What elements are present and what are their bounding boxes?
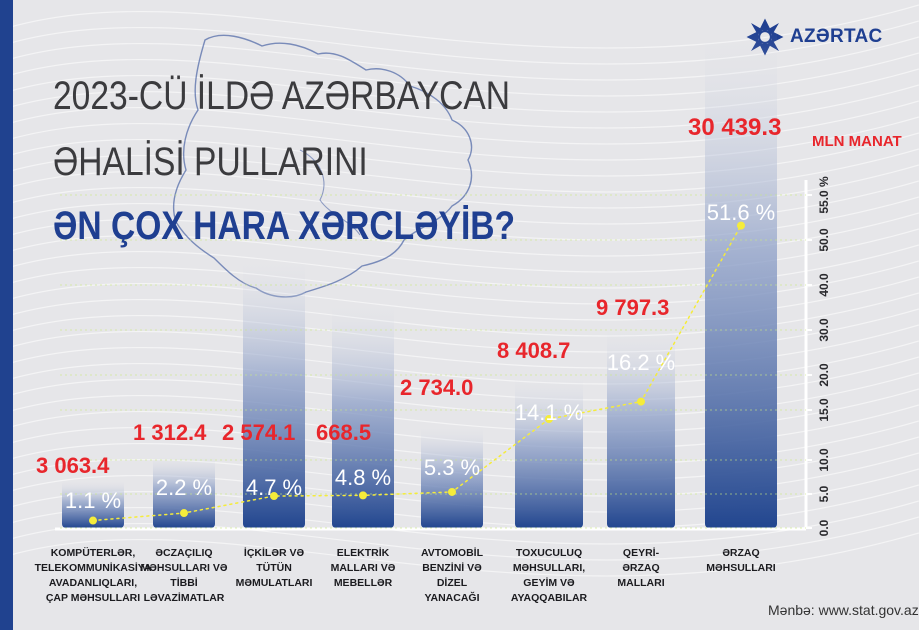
- value-label-0: 3 063.4: [36, 453, 110, 478]
- category-label-0: KOMPÜTERLƏR, TELEKOMMUNİKASİYA AVADANLIQLA…: [35, 546, 152, 604]
- category-label-7: ƏRZAQ MƏHSULLARI: [706, 547, 776, 574]
- y-tick-label: 50.0: [817, 228, 831, 252]
- bar-2: [243, 255, 305, 528]
- share-point-0: [89, 516, 97, 525]
- bar-4: [421, 425, 483, 528]
- value-label-3: 668.5: [316, 420, 371, 445]
- share-label-2: 4.7 %: [246, 475, 302, 500]
- bar-3: [332, 300, 394, 528]
- share-point-2: [270, 492, 278, 501]
- share-label-4: 5.3 %: [424, 455, 480, 480]
- source-note: Mənbə: www.stat.gov.az: [768, 602, 919, 618]
- left-accent-stripe: [0, 0, 13, 630]
- value-label-2: 2 574.1: [222, 420, 295, 445]
- bar-7: [705, 25, 777, 528]
- brand-name: AZƏRTAC: [790, 26, 883, 47]
- y-tick-label: 0.0: [817, 519, 831, 536]
- unit-label: MLN MANAT: [812, 133, 902, 150]
- y-tick-label: 15.0: [817, 398, 831, 422]
- share-point-1: [180, 509, 188, 518]
- share-point-4: [448, 487, 456, 496]
- category-label-4: AVTOMOBİL BENZİNİ VƏ DİZEL YANACAĞI: [421, 546, 484, 604]
- value-label-5: 8 408.7: [497, 338, 570, 363]
- category-label-3: ELEKTRİK MALLARI VƏ MEBELLƏR: [331, 546, 396, 589]
- bar-1: [153, 455, 215, 528]
- map-inner-border: [299, 149, 361, 236]
- share-point-6: [637, 397, 645, 406]
- share-label-6: 16.2 %: [607, 350, 676, 375]
- bar-0: [62, 480, 124, 528]
- y-tick-label: 40.0: [817, 273, 831, 297]
- y-tick-label: 20.0: [817, 363, 831, 387]
- y-tick-label: 30.0: [817, 318, 831, 342]
- y-tick-label: 55.0 %: [817, 176, 831, 214]
- share-point-7: [737, 221, 745, 230]
- bar-5: [515, 375, 583, 528]
- value-label-6: 9 797.3: [596, 295, 669, 320]
- share-label-1: 2.2 %: [156, 475, 212, 500]
- share-label-3: 4.8 %: [335, 465, 391, 490]
- share-label-7: 51.6 %: [707, 200, 776, 225]
- value-label-7: 30 439.3: [688, 114, 781, 141]
- y-tick-label: 5.0: [817, 485, 831, 502]
- category-label-2: İÇKİLƏR VƏ TÜTÜN MƏMULATLARI: [236, 546, 313, 589]
- title-line-1: 2023-CÜ İLDƏ AZƏRBAYCAN: [53, 74, 511, 118]
- share-label-5: 14.1 %: [515, 400, 584, 425]
- category-label-5: TOXUCULUQ MƏHSULLARI, GEYİM VƏ AYAQQABILAR: [511, 547, 588, 604]
- value-label-4: 2 734.0: [400, 375, 473, 400]
- share-point-5: [545, 415, 553, 423]
- value-label-1: 1 312.4: [133, 420, 207, 445]
- title-line-3: ƏN ÇOX HARA XƏRCLƏYİB?: [53, 204, 516, 248]
- share-label-0: 1.1 %: [65, 488, 121, 513]
- category-label-6: QEYRİ-ƏRZAQ MALLARI: [617, 546, 664, 589]
- bar-6: [607, 325, 675, 528]
- share-point-3: [359, 491, 367, 500]
- y-tick-label: 10.0: [817, 448, 831, 472]
- category-label-1: ƏCZAÇILIQ MƏHSULLARI VƏ TİBBİ LƏVAZİMATLAR: [141, 547, 228, 604]
- share-trend-line: [92, 224, 742, 522]
- title-line-2: ƏHALİSİ PULLARINI: [53, 140, 368, 184]
